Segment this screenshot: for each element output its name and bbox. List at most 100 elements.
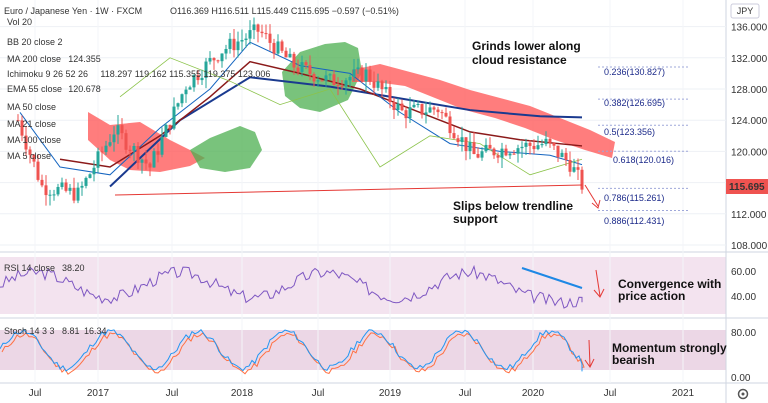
stoch-d-line (1, 332, 585, 375)
candle-body (528, 142, 532, 146)
candle-body (240, 40, 244, 42)
indicator-label: MA 50 close (7, 102, 56, 112)
candle-body (172, 106, 176, 129)
ohlc-readout: O116.369 H116.511 L115.449 C115.695 −0.5… (170, 6, 399, 16)
fib-level-0786: 0.786(115.261) (604, 193, 664, 203)
candle-body (384, 86, 388, 90)
candle-body (572, 167, 576, 172)
candle-body (60, 182, 64, 187)
candle-body (76, 187, 80, 201)
time-tick-label: Jul (29, 388, 42, 399)
arrow-down-icon (593, 288, 605, 298)
arrow-down-icon (595, 269, 601, 297)
arrow-down-icon (591, 199, 601, 209)
candle-body (212, 58, 216, 61)
settings-gear-icon[interactable] (737, 388, 749, 400)
grid (0, 0, 726, 383)
candle-body (388, 86, 392, 103)
annotation-trendline-line1: Slips below trendline (453, 199, 573, 213)
candle-body (92, 167, 96, 175)
candle-body (408, 107, 412, 119)
candle-body (540, 144, 544, 146)
candle-body (448, 116, 452, 134)
candle-body (216, 60, 220, 62)
candle-body (200, 77, 204, 81)
candle-body (488, 144, 492, 149)
candle-body (232, 38, 236, 51)
candle-body (32, 154, 36, 162)
annotation-rsi-line2: price action (618, 289, 685, 303)
candle-body (184, 89, 188, 95)
candle-body (424, 112, 428, 115)
trendline-support (114, 184, 583, 196)
candle-body (380, 81, 384, 90)
candle-body (444, 112, 448, 117)
currency-badge[interactable] (730, 3, 760, 19)
ma200-line (109, 76, 583, 188)
candle-body (300, 62, 304, 72)
candle-body (252, 24, 256, 31)
last-price-label: 115.695 (729, 182, 765, 193)
candle-body (224, 48, 228, 54)
time-tick-label: 2020 (522, 388, 545, 399)
candle-body (96, 151, 100, 168)
candle-body (364, 69, 368, 82)
price-axis[interactable]: 136.000132.000128.000124.000120.000116.0… (731, 23, 768, 252)
indicator-legend: Vol 20 BB 20 close 2 MA 200 close 124.355 Ic… (7, 17, 270, 161)
candle-body (536, 145, 540, 150)
candle-body (144, 159, 148, 164)
candle-body (20, 120, 24, 136)
candle-body (220, 53, 224, 62)
candle-body (336, 85, 340, 87)
candle-body (180, 94, 184, 104)
candle-body (192, 75, 196, 88)
fib-level-0382: 0.382(126.695) (604, 98, 665, 108)
stoch-d-value: 16.34 (84, 326, 107, 336)
indicator-label: EMA 55 close (7, 84, 62, 94)
candle-body (160, 136, 164, 155)
candle-body (512, 153, 516, 155)
candle-body (464, 137, 468, 152)
candle-body (136, 146, 140, 163)
time-tick-label: 2021 (672, 388, 695, 399)
indicator-value: 118.297 119.162 115.355 119.375 123.006 (100, 69, 270, 79)
time-axis[interactable]: Jul 2017 Jul 2018 Jul 2019 Jul 2020 Jul 2021 (29, 388, 695, 399)
candle-body (460, 137, 464, 142)
candle-body (124, 133, 128, 150)
candle-body (468, 142, 472, 152)
currency-label: JPY (737, 6, 754, 16)
candle-body (532, 145, 536, 150)
chikou-line (119, 57, 583, 176)
candle-body (152, 151, 156, 168)
annotation-cloud-line1: Grinds lower along (472, 39, 581, 53)
candle-body (416, 104, 420, 106)
candle-body (500, 148, 504, 158)
time-tick-label: 2019 (379, 388, 402, 399)
annotation-stoch-line2: bearish (612, 353, 655, 367)
candle-body (560, 152, 564, 158)
candle-body (352, 69, 356, 77)
candle-body (508, 153, 512, 156)
price-tick-label: 136.000 (731, 23, 768, 34)
ema55-line (59, 60, 583, 168)
candle-body (68, 187, 72, 191)
candle-body (376, 81, 380, 88)
candle-body (276, 41, 280, 54)
candle-body (360, 67, 364, 82)
candle-body (344, 80, 348, 87)
candle-body (196, 75, 200, 81)
annotation-stoch-line1: Momentum strongly (612, 341, 727, 355)
candle-body (176, 103, 180, 107)
candle-body (400, 103, 404, 111)
candle-body (372, 81, 376, 88)
price-tick-label: 112.000 (731, 210, 767, 221)
stoch-k-value: 8.81 (62, 326, 80, 336)
candle-body (204, 61, 208, 78)
candle-body (348, 76, 352, 81)
candle-body (208, 58, 212, 62)
indicator-value: 120.678 (68, 84, 101, 94)
candle-body (260, 31, 264, 34)
candle-body (504, 148, 508, 156)
candle-body (24, 135, 28, 150)
